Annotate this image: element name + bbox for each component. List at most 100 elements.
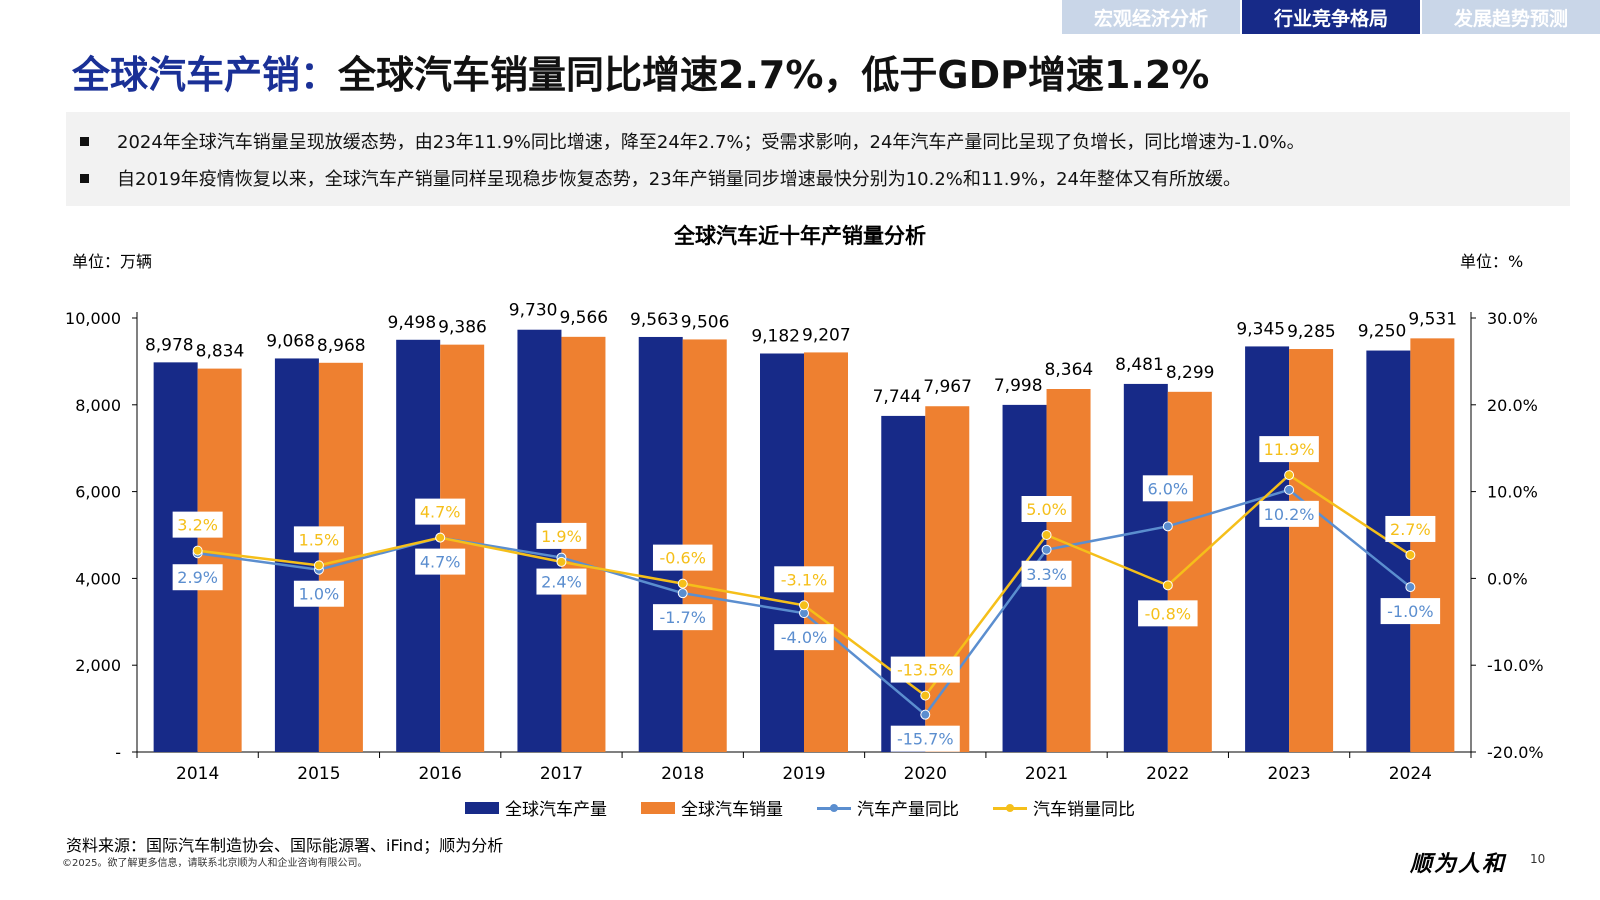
production-yoy-label: -1.0% <box>1387 602 1433 621</box>
sales-yoy-label-box <box>536 522 587 549</box>
x-axis-tick-label: 2015 <box>297 764 340 784</box>
sales-value-label: 9,285 <box>1287 322 1336 342</box>
sales-yoy-label-box <box>1021 496 1072 522</box>
tab-trend-forecast[interactable]: 发展趋势预测 <box>1422 0 1600 34</box>
production-yoy-label: 2.4% <box>541 573 582 592</box>
production-yoy-label-box <box>890 725 960 752</box>
legend-label: 汽车销量同比 <box>1033 800 1135 820</box>
chart-title: 全球汽车近十年产销量分析 <box>674 224 926 248</box>
left-axis-tick-label: 4,000 <box>75 569 121 588</box>
page-title-key: 全球汽车产销： <box>72 53 339 97</box>
page-title-rest: 全球汽车销量同比增速2.7%，低于GDP增速1.2% <box>338 53 1210 97</box>
sales-yoy-label: -13.5% <box>897 661 954 680</box>
production-value-label: 7,744 <box>873 387 922 407</box>
x-axis-tick-label: 2017 <box>540 764 583 784</box>
x-axis-tick-label: 2020 <box>904 764 947 784</box>
production-yoy-label: 4.7% <box>420 553 461 572</box>
sales-yoy-label: 1.5% <box>299 530 340 549</box>
sales-yoy-point <box>556 556 567 567</box>
sales-yoy-label: 1.9% <box>541 527 582 546</box>
production-value-label: 8,481 <box>1115 355 1164 375</box>
sales-yoy-label: -0.8% <box>1145 604 1191 623</box>
legend-item-sales: 全球汽车销量 <box>641 795 783 820</box>
sales-yoy-label-box <box>890 656 960 683</box>
production-value-label: 9,345 <box>1236 319 1285 339</box>
tab-macro-economy[interactable]: 宏观经济分析 <box>1062 0 1240 34</box>
production-yoy-point <box>920 709 931 720</box>
production-yoy-label-box <box>1380 598 1441 625</box>
sales-yoy-label-box <box>774 566 834 593</box>
sales-bar <box>1167 391 1212 752</box>
production-bar <box>153 362 198 752</box>
legend-item-production: 全球汽车产量 <box>465 795 607 820</box>
sales-yoy-label-box <box>415 498 466 525</box>
production-bar <box>760 353 804 752</box>
bar-swatch-icon <box>641 801 675 814</box>
production-yoy-point <box>1405 582 1416 593</box>
production-value-label: 9,563 <box>630 310 679 330</box>
production-yoy-point <box>1041 544 1052 555</box>
production-yoy-label: 3.3% <box>1026 565 1067 584</box>
sales-bar <box>925 406 970 752</box>
sales-yoy-label: -3.1% <box>781 570 827 589</box>
summary-bullet: 自2019年疫情恢复以来，全球汽车产销量同样呈现稳步恢复态势，23年产销量同步增… <box>80 165 1241 191</box>
left-axis-tick-label: 10,000 <box>65 309 121 328</box>
right-axis-tick-label: -10.0% <box>1487 656 1544 675</box>
sales-value-label: 8,968 <box>317 336 366 356</box>
x-axis-tick-label: 2014 <box>176 764 219 784</box>
copyright-note: ©2025。欲了解更多信息，请联系北京顺为人和企业咨询有限公司。 <box>62 858 368 869</box>
summary-text: 2024年全球汽车销量呈现放缓态势，由23年11.9%同比增速，降至24年2.7… <box>117 132 1305 153</box>
sales-yoy-label: -0.6% <box>660 549 706 568</box>
production-bar <box>638 336 683 752</box>
right-axis-tick-label: -20.0% <box>1487 743 1544 762</box>
bar-swatch-icon <box>465 801 499 814</box>
left-axis-unit: 单位：万辆 <box>72 252 153 271</box>
right-axis-tick-label: 20.0% <box>1487 396 1538 415</box>
sales-yoy-point <box>677 578 688 589</box>
sales-value-label: 9,531 <box>1408 309 1457 329</box>
production-value-label: 8,978 <box>145 335 194 355</box>
production-yoy-label-box <box>536 568 587 595</box>
legend-label: 全球汽车产量 <box>505 800 607 820</box>
sales-yoy-label: 11.9% <box>1264 440 1315 459</box>
sales-yoy-label: 4.7% <box>420 503 461 522</box>
sales-value-label: 9,566 <box>559 308 608 328</box>
left-axis-tick-label: - <box>115 743 121 762</box>
production-yoy-label-box <box>774 624 834 651</box>
sales-yoy-label-box <box>293 526 344 553</box>
sales-yoy-point <box>1041 530 1052 540</box>
sales-value-label: 8,364 <box>1045 360 1094 380</box>
production-yoy-label: -4.0% <box>781 628 827 647</box>
production-yoy-label-box <box>172 564 223 591</box>
production-yoy-label: 10.2% <box>1264 505 1315 524</box>
right-axis-tick-label: 30.0% <box>1487 309 1538 328</box>
sales-bar <box>1410 338 1455 752</box>
left-axis-tick-label: 2,000 <box>75 656 121 675</box>
x-axis-tick-label: 2022 <box>1146 764 1189 784</box>
tab-industry-competition[interactable]: 行业竞争格局 <box>1242 0 1420 34</box>
sales-bar <box>1289 349 1334 752</box>
summary-text: 自2019年疫情恢复以来，全球汽车产销量同样呈现稳步恢复态势，23年产销量同步增… <box>117 169 1241 190</box>
production-yoy-point <box>677 588 688 599</box>
sales-yoy-label-box <box>172 511 223 538</box>
production-value-label: 9,730 <box>509 301 558 321</box>
summary-bullet: 2024年全球汽车销量呈现放缓态势，由23年11.9%同比增速，降至24年2.7… <box>80 128 1305 154</box>
sales-yoy-label-box <box>1138 600 1198 627</box>
left-axis-tick-label: 8,000 <box>75 396 121 415</box>
sales-yoy-point <box>313 560 324 571</box>
sales-value-label: 7,967 <box>923 377 972 397</box>
x-axis-tick-label: 2016 <box>419 764 462 784</box>
legend-label: 汽车产量同比 <box>857 800 959 820</box>
production-yoy-label-box <box>415 548 466 575</box>
sales-yoy-point <box>1162 580 1173 591</box>
sales-yoy-label-box <box>1259 436 1319 463</box>
left-axis-tick-label: 6,000 <box>75 483 121 502</box>
legend-item-sales-yoy: 汽车销量同比 <box>993 795 1135 820</box>
sales-value-label: 9,386 <box>438 318 487 338</box>
sales-yoy-label: 3.2% <box>177 516 218 535</box>
sales-bar <box>440 344 485 752</box>
page-title: 全球汽车产销：全球汽车销量同比增速2.7%，低于GDP增速1.2% <box>72 44 1209 99</box>
bullet-square-icon <box>80 136 89 146</box>
production-yoy-label-box <box>1142 475 1193 502</box>
